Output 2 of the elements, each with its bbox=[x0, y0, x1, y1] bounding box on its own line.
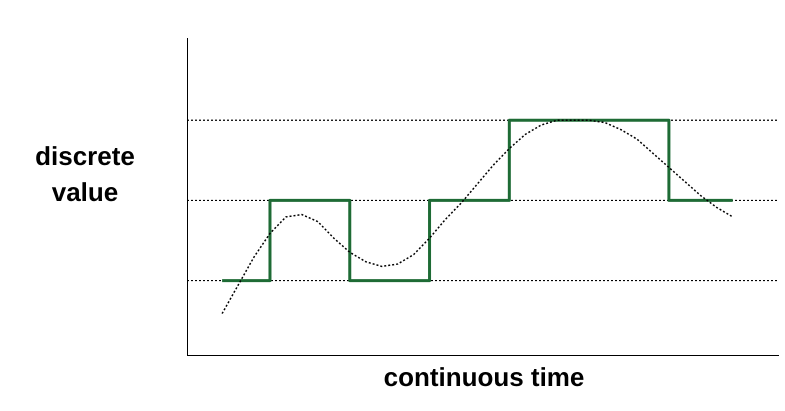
y-axis-title: discrete value bbox=[34, 140, 136, 209]
x-axis-title: continuous time bbox=[382, 362, 586, 393]
